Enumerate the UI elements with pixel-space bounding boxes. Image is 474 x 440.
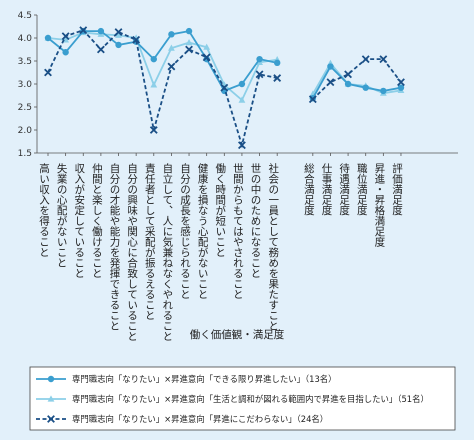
category-label: 自分の才能や能力を発揮できること (109, 162, 121, 331)
data-point (168, 31, 175, 38)
legend-entry: 専門職志向「なりたい」×昇進意向「できる限り昇進したい」（13名） (72, 374, 337, 384)
data-point (115, 41, 122, 49)
category-label: 自分の成長を感じられること (179, 162, 191, 299)
data-point (185, 45, 193, 54)
y-tick-label: 1.5 (18, 149, 32, 159)
data-point (255, 70, 264, 79)
legend: 専門職志向「なりたい」×昇進意向「できる限り昇進したい」（13名） 専門職志向「な… (29, 366, 456, 431)
y-tick-label: 3.5 (18, 57, 32, 67)
data-point (238, 96, 246, 103)
data-point (150, 81, 158, 88)
category-label: 総合満足度 (303, 162, 315, 216)
category-label: 仲間と楽しく働けること (91, 162, 103, 278)
category-label: 自分の興味や関心に合致していること (126, 162, 138, 341)
data-point (397, 78, 405, 87)
category-label: 責任者として采配が振るえること (144, 162, 156, 320)
data-point (132, 35, 141, 44)
legend-box (29, 366, 456, 431)
data-point (47, 415, 55, 423)
data-point (220, 83, 229, 92)
chart-axes: 1.5 2.0 2.5 3.0 3.5 4.0 4.5 (18, 11, 458, 159)
y-tick-label: 3.0 (18, 80, 33, 90)
data-point (96, 45, 105, 54)
y-tick-label: 2.5 (18, 103, 32, 113)
series-line (312, 61, 402, 95)
y-tick-label: 4.0 (18, 34, 33, 44)
data-point (238, 80, 246, 88)
data-point (361, 55, 370, 64)
data-point (167, 62, 176, 71)
category-label: 昇進・昇格満足度 (373, 163, 385, 248)
data-point (380, 87, 387, 95)
data-point (185, 27, 193, 35)
data-point (202, 53, 211, 62)
series-1 (44, 27, 405, 102)
data-point (256, 55, 263, 63)
data-point (47, 395, 55, 402)
data-point (379, 55, 388, 64)
legend-entry: 専門職志向「なりたい」×昇進意向「生活と調和が図れる範囲内で昇進を目指したい」（… (72, 394, 429, 404)
data-point (114, 28, 123, 36)
data-point (273, 74, 282, 82)
category-label: 世間からもてはやされること (232, 163, 244, 300)
data-point (203, 43, 211, 50)
category-labels: 高い収入を得ること 失業の心配がないこと 収入が安定していること 仲間と楽しく働けるこ… (38, 162, 403, 341)
data-point (362, 84, 369, 91)
category-label: 職位満足度 (356, 163, 368, 216)
data-point (344, 80, 352, 88)
legend-entry: 専門職志向「なりたい」×昇進意向「昇進にこだわらない」（24名） (72, 414, 328, 424)
data-point (168, 44, 175, 51)
category-label: 仕事満足度 (320, 162, 332, 216)
category-label: 自立して、人に気兼ねなくやれること (161, 162, 173, 341)
series-layer (44, 26, 405, 150)
y-tick-label: 2.0 (18, 126, 33, 136)
y-tick-label: 4.5 (18, 11, 32, 21)
data-point (273, 59, 281, 67)
data-point (397, 84, 405, 91)
data-point (149, 126, 158, 134)
data-point (44, 68, 52, 77)
data-point (79, 26, 88, 35)
data-point (327, 63, 334, 70)
category-label: 健康を損なう心配がないこと (197, 163, 209, 300)
data-point (308, 95, 317, 104)
data-point (115, 31, 122, 38)
category-label: 働く時間が短いこと (214, 162, 226, 257)
category-label: 失業の心配がないこと (56, 162, 68, 268)
category-label: 高い収入を得ること (38, 162, 50, 257)
data-point (97, 27, 105, 35)
data-point (61, 32, 70, 41)
category-label: 世の中のためになること (250, 163, 262, 279)
data-point (44, 34, 52, 42)
category-label: 待遇満足度 (338, 162, 350, 216)
data-point (344, 70, 353, 79)
data-point (185, 39, 193, 46)
category-label: 社会の一員として務めを果たすこと (267, 162, 279, 331)
series-line (47, 31, 278, 102)
category-label: 評価満足度 (391, 162, 403, 216)
series-3 (44, 26, 405, 150)
series-line (47, 29, 278, 149)
data-point (150, 55, 157, 63)
data-point (62, 49, 69, 56)
data-point (237, 141, 246, 150)
category-label: 収入が安定していること (73, 163, 85, 279)
data-point (326, 78, 335, 87)
x-axis-title: 働く価値観・満足度 (190, 328, 285, 341)
data-point (47, 375, 55, 383)
